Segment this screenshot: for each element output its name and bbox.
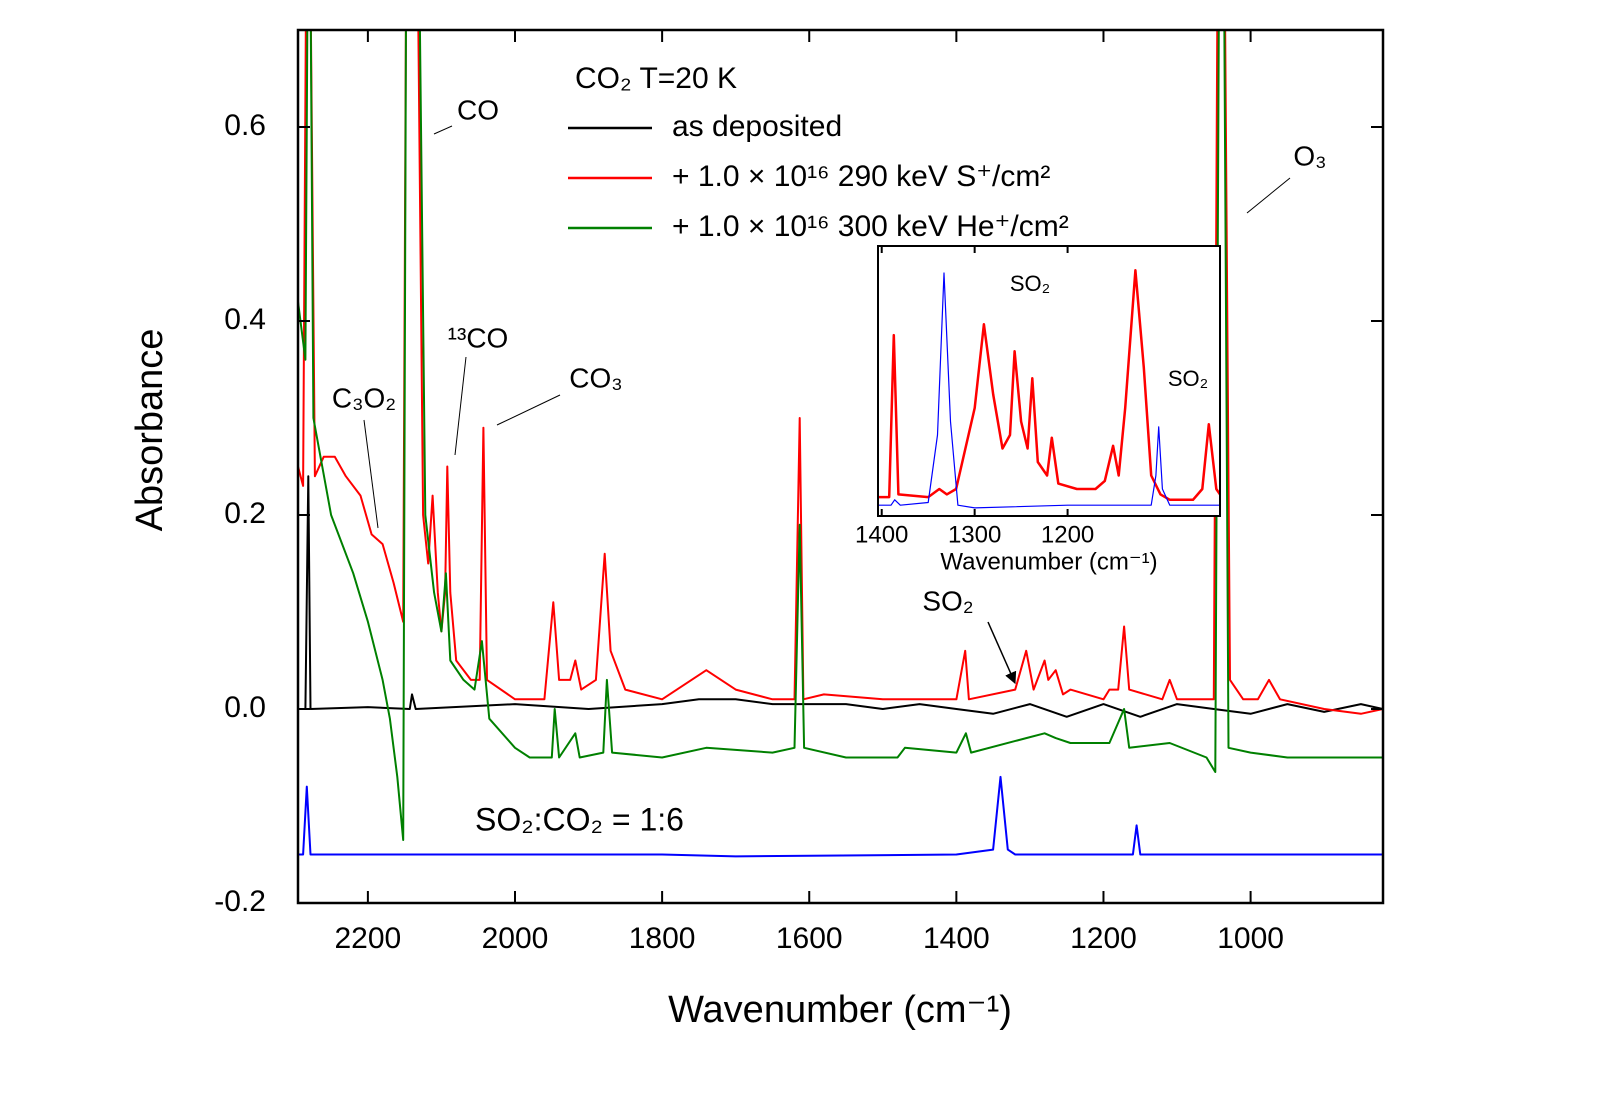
x-axis-label: Wavenumber (cm⁻¹): [668, 989, 1012, 1031]
legend-label: + 1.0 × 10¹⁶ 290 keV S⁺/cm²: [672, 160, 1050, 193]
annotation: CO₃: [569, 362, 622, 393]
x-tick-label: 1200: [1070, 922, 1137, 955]
x-tick-label: 1200: [1041, 521, 1094, 548]
y-tick-label: 0.0: [224, 691, 266, 724]
series-line: [298, 775, 1383, 858]
plot-frame: [877, 245, 1221, 517]
annotation: O₃: [1293, 140, 1326, 171]
series-line: [878, 272, 1220, 509]
legend-title: CO₂ T=20 K: [575, 62, 737, 95]
x-tick-label: 1000: [1217, 922, 1284, 955]
x-tick-label: 1600: [776, 922, 843, 955]
x-tick-label: 2200: [335, 922, 402, 955]
y-tick-label: 0.2: [224, 497, 266, 530]
legend-label: + 1.0 × 10¹⁶ 300 keV He⁺/cm²: [672, 210, 1069, 243]
annotation: CO: [457, 94, 499, 125]
y-axis-label: Absorbance: [129, 329, 171, 532]
y-tick-label: -0.2: [214, 885, 266, 918]
y-tick-label: 0.4: [224, 303, 266, 336]
x-tick-label: 1400: [855, 521, 908, 548]
plot-frame: [296, 28, 1385, 905]
plot-lines: [878, 269, 1220, 509]
y-tick-label: 0.6: [224, 109, 266, 142]
x-tick-label: 1400: [923, 922, 990, 955]
x-tick-label: 1800: [629, 922, 696, 955]
series-line: [878, 269, 1220, 502]
inset-background: [878, 246, 1220, 516]
annotation: SO₂: [1010, 271, 1050, 296]
annotation: SO₂: [1168, 366, 1208, 391]
x-tick-label: 2000: [482, 922, 549, 955]
series-line: [298, 475, 1383, 718]
plot-lines: [298, 30, 1383, 858]
x-axis-label: Wavenumber (cm⁻¹): [940, 548, 1157, 575]
series-label: SO₂:CO₂ = 1:6: [475, 801, 684, 837]
series-line: [298, 30, 1383, 715]
annotation: ¹³CO: [448, 322, 509, 353]
legend-label: as deposited: [672, 110, 842, 143]
series-line: [298, 30, 1383, 841]
annotation: C₃O₂: [332, 382, 396, 413]
annotation: SO₂: [922, 585, 973, 616]
x-tick-label: 1300: [948, 521, 1001, 548]
